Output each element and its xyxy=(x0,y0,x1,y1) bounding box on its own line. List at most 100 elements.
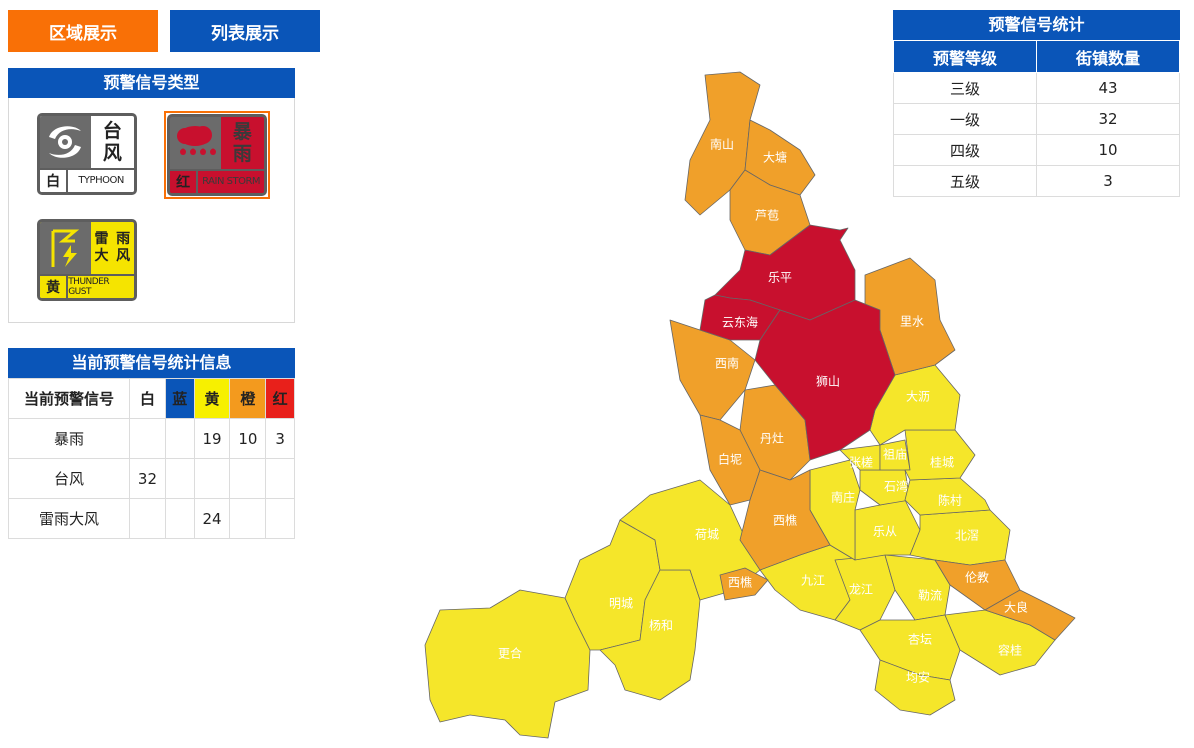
region-yanghe[interactable] xyxy=(599,569,701,701)
typhoon-signal-icon[interactable]: 台风 白 TYPHOON xyxy=(37,113,137,195)
table-cell xyxy=(129,418,166,459)
map-label-lelliu: 勒流 xyxy=(918,589,942,603)
table-cell xyxy=(229,458,267,499)
column-header-yellow: 黄 xyxy=(193,378,231,419)
map-label-dali: 大沥 xyxy=(906,390,930,404)
rain-cloud-icon xyxy=(170,117,221,169)
table-cell xyxy=(265,458,295,499)
table-cell xyxy=(164,498,195,539)
map-label-shiwan: 石湾 xyxy=(884,479,908,494)
current-signal-stats-panel: 当前预警信号统计信息 当前预警信号 白 蓝 黄 橙 红 暴雨 19 10 3 台… xyxy=(8,348,295,539)
map-label-longjiang: 龙江 xyxy=(849,583,873,597)
district-warning-map[interactable]: 南山 大塘 芦苞 乐平 云东海 里水 西南 狮山 大沥 丹灶 白坭 张槎 祖庙 … xyxy=(410,60,1090,748)
region-shishan[interactable] xyxy=(754,299,896,461)
table-row[interactable]: 暴雨 19 10 3 xyxy=(8,418,295,459)
map-label-lishui: 里水 xyxy=(900,315,924,329)
map-label-zumiao: 祖庙 xyxy=(883,447,907,462)
region-zhangcha[interactable] xyxy=(839,444,881,471)
map-label-junan: 均安 xyxy=(906,670,930,685)
map-label-ronggui: 容桂 xyxy=(998,643,1022,658)
map-label-beijiao: 北滘 xyxy=(955,529,979,543)
map-label-jiujiang: 九江 xyxy=(801,574,825,588)
table-cell xyxy=(265,498,295,539)
thunder-gust-signal-icon[interactable]: 雷雨 大风 黄 THUNDER GUST xyxy=(37,219,137,301)
map-label-xinan: 西南 xyxy=(715,356,739,371)
column-header-level: 预警等级 xyxy=(893,40,1037,73)
thunder-gust-level: 黄 xyxy=(40,273,69,298)
map-label-shishan: 狮山 xyxy=(816,375,840,389)
map-label-zhangcha: 张槎 xyxy=(849,455,873,470)
region-junan[interactable] xyxy=(874,659,956,716)
table-cell: 五级 xyxy=(893,165,1037,197)
table-cell: 三级 xyxy=(893,72,1037,104)
table-cell: 雷雨大风 xyxy=(8,498,130,539)
region-xiqiao-south[interactable] xyxy=(719,567,769,601)
region-guicheng[interactable] xyxy=(904,429,976,481)
table-cell: 台风 xyxy=(8,458,130,499)
lightning-flag-icon xyxy=(40,222,91,274)
map-label-yundonghai: 云东海 xyxy=(722,315,758,330)
map-label-danzao: 丹灶 xyxy=(760,432,784,446)
typhoon-hanzi: 台风 xyxy=(102,119,122,164)
table-cell xyxy=(164,458,195,499)
warning-level-count-title: 预警信号统计 xyxy=(893,10,1180,40)
map-label-xiqiao: 西樵 xyxy=(773,513,797,528)
rainstorm-hanzi: 暴雨 xyxy=(232,120,252,165)
typhoon-level: 白 xyxy=(40,167,69,192)
table-cell: 43 xyxy=(1036,72,1180,104)
table-cell xyxy=(229,498,267,539)
map-label-chencun: 陈村 xyxy=(938,493,962,508)
map-label-mingcheng: 明城 xyxy=(609,597,633,611)
signal-types-panel: 预警信号类型 台风 白 TYPHOON xyxy=(8,68,295,323)
thunder-gust-hanzi: 雷雨 大风 xyxy=(94,230,131,264)
table-cell xyxy=(164,418,195,459)
map-label-lecong: 乐从 xyxy=(873,525,897,539)
column-header-signal: 当前预警信号 xyxy=(8,378,130,419)
column-header-blue: 蓝 xyxy=(164,378,195,419)
map-label-daliang: 大良 xyxy=(1004,600,1028,615)
map-label-lunjiao: 伦教 xyxy=(965,570,989,585)
map-label-gengne: 更合 xyxy=(498,646,522,661)
table-cell: 19 xyxy=(193,418,231,459)
column-header-orange: 橙 xyxy=(229,378,267,419)
table-header-row: 当前预警信号 白 蓝 黄 橙 红 xyxy=(8,378,295,419)
rainstorm-en-label: RAIN STORM xyxy=(198,168,264,193)
region-gengne[interactable] xyxy=(424,589,591,739)
region-xiqiao[interactable] xyxy=(739,469,831,571)
region-daliang[interactable] xyxy=(984,589,1076,641)
current-signal-stats-table: 当前预警信号 白 蓝 黄 橙 红 暴雨 19 10 3 台风 32 雷雨大风 xyxy=(8,378,295,539)
table-cell xyxy=(129,498,166,539)
thunder-gust-en-label: THUNDER GUST xyxy=(68,273,134,298)
rainstorm-level: 红 xyxy=(170,168,199,193)
warning-level-count-panel: 预警信号统计 预警等级 街镇数量 三级 43 一级 32 四级 10 五级 3 xyxy=(893,10,1180,197)
table-row[interactable]: 雷雨大风 24 xyxy=(8,498,295,539)
column-header-white: 白 xyxy=(129,378,166,419)
table-cell: 24 xyxy=(193,498,231,539)
table-row[interactable]: 台风 32 xyxy=(8,458,295,499)
rainstorm-selected-frame[interactable]: 暴雨 红 RAIN STORM xyxy=(164,111,270,199)
warning-level-count-table: 预警等级 街镇数量 三级 43 一级 32 四级 10 五级 3 xyxy=(893,40,1180,197)
column-header-count: 街镇数量 xyxy=(1036,40,1180,73)
table-row[interactable]: 三级 43 xyxy=(893,72,1180,104)
map-label-datang: 大塘 xyxy=(763,150,787,165)
map-label-nanzhuang: 南庄 xyxy=(831,490,855,505)
table-cell: 暴雨 xyxy=(8,418,130,459)
map-label-xingtan: 杏坛 xyxy=(908,633,932,647)
table-header-row: 预警等级 街镇数量 xyxy=(893,40,1180,73)
table-cell: 3 xyxy=(1036,165,1180,197)
list-view-tab[interactable]: 列表展示 xyxy=(170,10,320,52)
map-label-yanghe: 杨和 xyxy=(649,618,673,633)
table-cell: 3 xyxy=(265,418,295,459)
signal-types-title: 预警信号类型 xyxy=(8,68,295,98)
typhoon-en-label: TYPHOON xyxy=(68,167,134,192)
map-label-nanshan: 南山 xyxy=(710,137,734,152)
table-cell: 10 xyxy=(1036,134,1180,166)
map-label-guicheng: 桂城 xyxy=(930,455,954,470)
rainstorm-signal-icon[interactable]: 暴雨 红 RAIN STORM xyxy=(167,114,267,196)
region-view-tab[interactable]: 区域展示 xyxy=(8,10,158,52)
map-label-hecheng: 荷城 xyxy=(695,528,719,542)
table-row[interactable]: 五级 3 xyxy=(893,165,1180,197)
table-row[interactable]: 四级 10 xyxy=(893,134,1180,166)
map-label-leping: 乐平 xyxy=(768,271,792,285)
table-cell: 32 xyxy=(129,458,166,499)
